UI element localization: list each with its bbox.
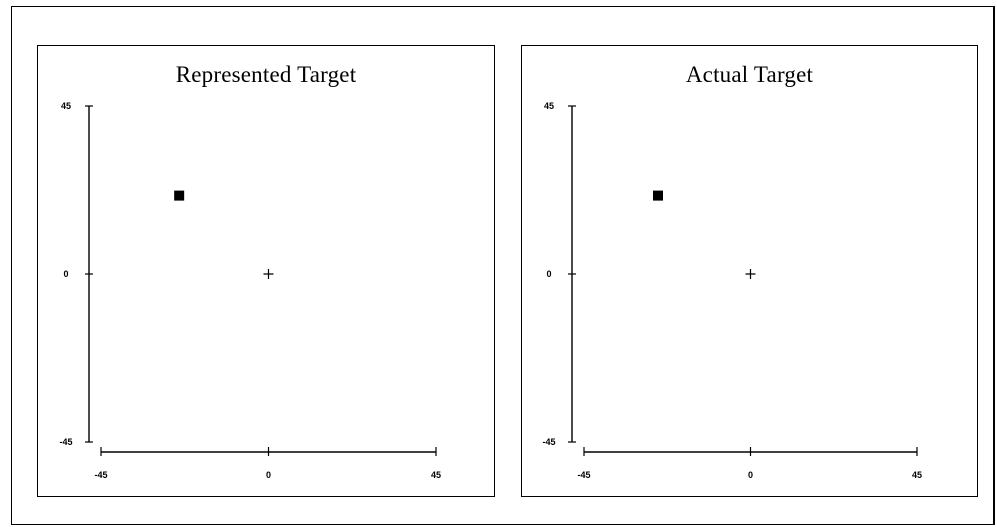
actual-target-title: Actual Target — [685, 62, 814, 87]
actual-x-tick-label: 0 — [748, 470, 753, 480]
actual-y-tick-label: 0 — [546, 269, 551, 279]
represented-y-tick-label: -45 — [59, 437, 72, 447]
represented-x-tick-label: 45 — [431, 470, 441, 480]
represented-target-plot: 45 0 -45 -45 0 45 — [59, 101, 441, 480]
actual-x-tick-label: 45 — [912, 470, 922, 480]
actual-target-panel: Actual Target 45 0 -45 -45 0 45 — [521, 45, 978, 497]
actual-target-plot: 45 0 -45 -45 0 45 — [542, 101, 922, 480]
represented-target-point — [174, 190, 185, 201]
represented-target-title: Represented Target — [175, 62, 357, 87]
represented-target-panel: Represented Target 45 0 -45 -45 0 45 — [37, 45, 495, 497]
figure-frame — [11, 6, 995, 525]
represented-x-tick-label: -45 — [94, 470, 107, 480]
represented-y-tick-label: 45 — [61, 101, 71, 111]
actual-origin-marker — [745, 269, 756, 279]
actual-y-tick-label: -45 — [542, 437, 555, 447]
actual-y-tick-label: 45 — [544, 101, 554, 111]
represented-origin-marker — [263, 269, 274, 279]
actual-x-tick-label: -45 — [577, 470, 590, 480]
represented-y-tick-label: 0 — [63, 269, 68, 279]
actual-target-point — [653, 190, 663, 201]
represented-x-tick-label: 0 — [266, 470, 271, 480]
